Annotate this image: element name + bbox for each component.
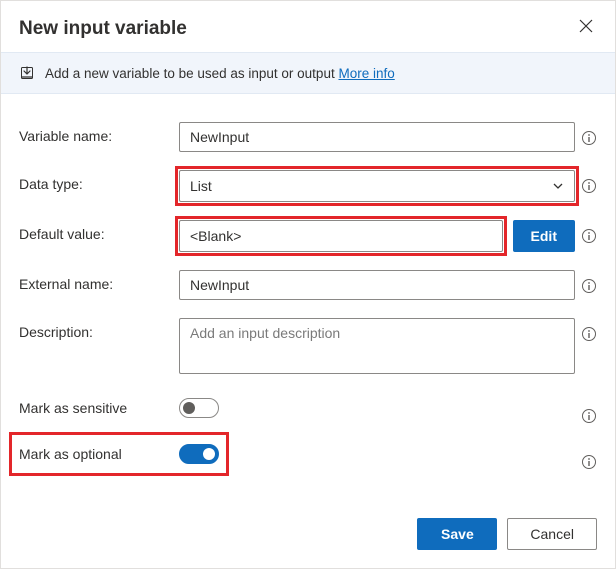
label-external-name: External name: bbox=[19, 270, 179, 292]
info-icon-optional[interactable] bbox=[581, 454, 597, 470]
row-sensitive: Mark as sensitive bbox=[19, 392, 597, 424]
optional-toggle[interactable] bbox=[179, 444, 219, 464]
data-type-value: List bbox=[190, 178, 212, 194]
label-data-type: Data type: bbox=[19, 170, 179, 192]
info-icon-external-name[interactable] bbox=[581, 278, 597, 294]
toggle-knob bbox=[203, 448, 215, 460]
form-body: Variable name: Data type: List bbox=[1, 94, 615, 494]
label-variable-name: Variable name: bbox=[19, 122, 179, 144]
row-optional: Mark as optional bbox=[19, 438, 597, 470]
banner-text: Add a new variable to be used as input o… bbox=[45, 66, 395, 81]
info-icon-default-value[interactable] bbox=[581, 228, 597, 244]
cancel-button[interactable]: Cancel bbox=[507, 518, 597, 550]
label-sensitive: Mark as sensitive bbox=[19, 400, 179, 416]
toggle-knob bbox=[183, 402, 195, 414]
info-icon-data-type[interactable] bbox=[581, 178, 597, 194]
label-default-value: Default value: bbox=[19, 220, 179, 242]
dialog-header: New input variable bbox=[1, 1, 615, 52]
edit-button[interactable]: Edit bbox=[513, 220, 575, 252]
dialog-footer: Save Cancel bbox=[1, 494, 615, 568]
label-description: Description: bbox=[19, 318, 179, 340]
default-value-box: <Blank> bbox=[179, 220, 503, 252]
external-name-input[interactable] bbox=[179, 270, 575, 300]
label-optional: Mark as optional bbox=[19, 446, 179, 462]
chevron-down-icon bbox=[552, 180, 564, 192]
default-value-text: <Blank> bbox=[190, 228, 241, 244]
dialog-title: New input variable bbox=[19, 18, 187, 40]
info-icon-sensitive[interactable] bbox=[581, 408, 597, 424]
row-default-value: Default value: <Blank> Edit bbox=[19, 220, 597, 252]
save-button[interactable]: Save bbox=[417, 518, 497, 550]
row-external-name: External name: bbox=[19, 270, 597, 300]
info-icon-variable-name[interactable] bbox=[581, 130, 597, 146]
info-banner: Add a new variable to be used as input o… bbox=[1, 52, 615, 94]
close-icon bbox=[579, 19, 593, 33]
banner-message: Add a new variable to be used as input o… bbox=[45, 66, 335, 81]
row-description: Description: bbox=[19, 318, 597, 374]
variable-name-input[interactable] bbox=[179, 122, 575, 152]
info-icon-description[interactable] bbox=[581, 326, 597, 342]
download-icon bbox=[19, 65, 35, 81]
new-input-variable-dialog: New input variable Add a new variable to… bbox=[0, 0, 616, 569]
more-info-link[interactable]: More info bbox=[338, 66, 394, 81]
close-button[interactable] bbox=[575, 15, 597, 42]
sensitive-toggle[interactable] bbox=[179, 398, 219, 418]
row-data-type: Data type: List bbox=[19, 170, 597, 202]
row-variable-name: Variable name: bbox=[19, 122, 597, 152]
description-input[interactable] bbox=[179, 318, 575, 374]
data-type-select[interactable]: List bbox=[179, 170, 575, 202]
